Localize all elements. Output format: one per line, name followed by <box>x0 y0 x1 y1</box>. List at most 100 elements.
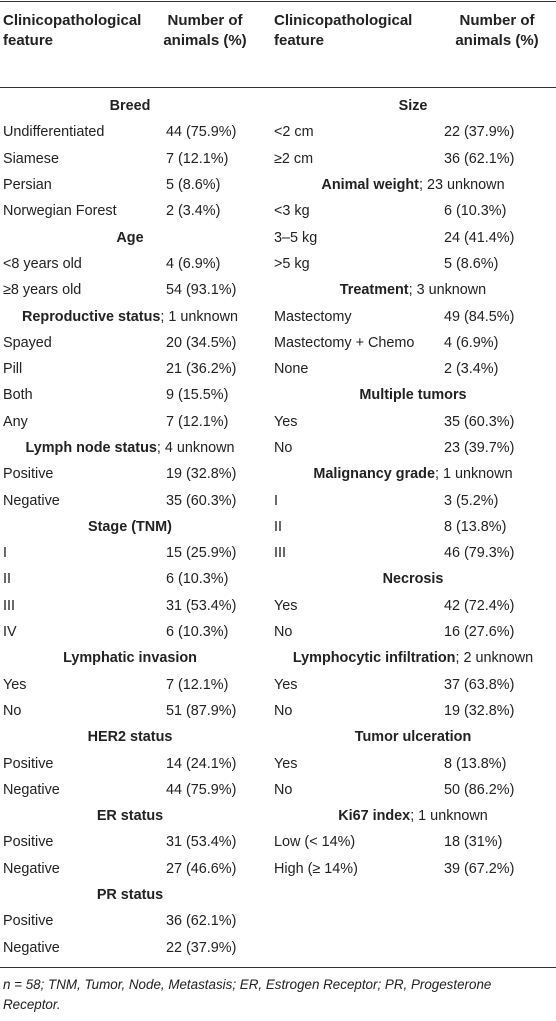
row-label: Yes <box>274 755 298 772</box>
row-label: Positive <box>3 466 54 483</box>
section-heading: Size <box>270 93 556 119</box>
row-value: 54 (93.1%) <box>166 282 237 299</box>
table-row: IV 6 (10.3%) <box>0 619 260 645</box>
table-row: >5 kg 5 (8.6%) <box>270 251 556 277</box>
table-row: High (≥ 14%) 39 (67.2%) <box>270 856 556 882</box>
table-bottom-rule <box>0 967 556 968</box>
row-label: <3 kg <box>274 203 310 220</box>
row-value: 19 (32.8%) <box>444 702 515 719</box>
table-row: Persian 5 (8.6%) <box>0 172 260 198</box>
section-title: Multiple tumors <box>359 387 467 404</box>
row-label: Positive <box>3 755 54 772</box>
table-row: Positive 31 (53.4%) <box>0 829 260 855</box>
section-title: Lymphatic invasion <box>63 650 197 667</box>
row-label: Persian <box>3 177 52 194</box>
row-value: 15 (25.9%) <box>166 545 237 562</box>
row-label: Siamese <box>3 150 59 167</box>
row-value: 44 (75.9%) <box>166 124 237 141</box>
section-heading: Malignancy grade; 1 unknown <box>270 461 556 487</box>
row-value: 7 (12.1%) <box>166 676 229 693</box>
section-title: PR status <box>96 887 164 904</box>
row-label: Norwegian Forest <box>3 203 117 220</box>
row-value: 18 (31%) <box>444 834 503 851</box>
row-value: 51 (87.9%) <box>166 702 237 719</box>
row-value: 7 (12.1%) <box>166 150 229 167</box>
section-title: Tumor ulceration <box>354 729 472 746</box>
row-label: Mastectomy <box>274 308 352 325</box>
row-value: 42 (72.4%) <box>444 597 515 614</box>
row-value: 4 (6.9%) <box>444 334 499 351</box>
row-label: Undifferentiated <box>3 124 105 141</box>
section-heading: Treatment; 3 unknown <box>270 277 556 303</box>
row-value: 4 (6.9%) <box>166 255 221 272</box>
section-heading: Stage (TNM) <box>0 514 260 540</box>
row-value: 31 (53.4%) <box>166 834 237 851</box>
section-note: ; 23 unknown <box>418 177 505 194</box>
table-row: Siamese 7 (12.1%) <box>0 146 260 172</box>
table-row: No 23 (39.7%) <box>270 435 556 461</box>
row-value: 35 (60.3%) <box>166 492 237 509</box>
section-title: Lymph node status <box>25 440 157 456</box>
table-footnote: n = 58; TNM, Tumor, Node, Metastasis; ER… <box>3 977 492 1012</box>
table-row: <2 cm 22 (37.9%) <box>270 119 556 145</box>
section-title: ER status <box>96 808 164 825</box>
row-label: Both <box>3 387 33 404</box>
table-row: Norwegian Forest 2 (3.4%) <box>0 198 260 224</box>
table-row: Positive 19 (32.8%) <box>0 461 260 487</box>
row-label: II <box>274 518 282 535</box>
row-label: High (≥ 14%) <box>274 860 358 877</box>
row-label: No <box>274 624 293 641</box>
table-row: No 51 (87.9%) <box>0 698 260 724</box>
section-heading: PR status <box>0 882 260 908</box>
row-label: <2 cm <box>274 124 314 141</box>
table-row: Positive 14 (24.1%) <box>0 750 260 776</box>
table-row: Negative 27 (46.6%) <box>0 856 260 882</box>
table-row: III 31 (53.4%) <box>0 593 260 619</box>
table-row: Negative 35 (60.3%) <box>0 487 260 513</box>
table-row: I 3 (5.2%) <box>270 487 556 513</box>
section-note: ; 4 unknown <box>156 440 235 456</box>
section-title: Breed <box>109 98 151 115</box>
row-value: 36 (62.1%) <box>444 150 515 167</box>
section-title: Stage (TNM) <box>88 518 172 535</box>
section-title: Reproductive status <box>22 308 161 325</box>
row-value: 21 (36.2%) <box>166 361 237 378</box>
row-value: 39 (67.2%) <box>444 860 515 877</box>
table-row: No 16 (27.6%) <box>270 619 556 645</box>
table-top-rule <box>0 1 556 2</box>
table-row: Negative 22 (37.9%) <box>0 935 260 961</box>
row-label: Yes <box>3 676 27 693</box>
row-label: >5 kg <box>274 255 310 272</box>
table-row: 3–5 kg 24 (41.4%) <box>270 224 556 250</box>
row-value: 22 (37.9%) <box>166 939 237 956</box>
row-label: Negative <box>3 939 60 956</box>
row-value: 6 (10.3%) <box>166 571 229 588</box>
left-feature-header: Clinicopathological feature <box>3 12 142 49</box>
row-value: 14 (24.1%) <box>166 755 237 772</box>
table-row: I 15 (25.9%) <box>0 540 260 566</box>
row-label: Positive <box>3 913 54 930</box>
row-value: 5 (8.6%) <box>444 255 499 272</box>
section-heading: Lymph node status; 4 unknown <box>0 435 260 461</box>
section-heading: Age <box>0 224 260 250</box>
row-label: I <box>274 492 278 509</box>
section-heading: Lymphatic invasion <box>0 645 260 671</box>
row-label: IV <box>3 624 17 641</box>
row-value: 5 (8.6%) <box>166 177 221 194</box>
section-note: ; 1 unknown <box>410 808 488 825</box>
section-heading: Breed <box>0 93 260 119</box>
section-title: Age <box>116 229 144 246</box>
section-title: Ki67 index <box>338 808 411 825</box>
table-row: ≥2 cm 36 (62.1%) <box>270 146 556 172</box>
table-row: Yes 37 (63.8%) <box>270 672 556 698</box>
header-rule <box>0 87 556 88</box>
row-value: 49 (84.5%) <box>444 308 515 325</box>
row-label: III <box>3 597 15 614</box>
row-label: I <box>3 545 7 562</box>
table-row: <8 years old 4 (6.9%) <box>0 251 260 277</box>
table-row: No 50 (86.2%) <box>270 777 556 803</box>
section-heading: ER status <box>0 803 260 829</box>
row-label: Yes <box>274 413 298 430</box>
section-heading: Tumor ulceration <box>270 724 556 750</box>
section-heading: Multiple tumors <box>270 382 556 408</box>
